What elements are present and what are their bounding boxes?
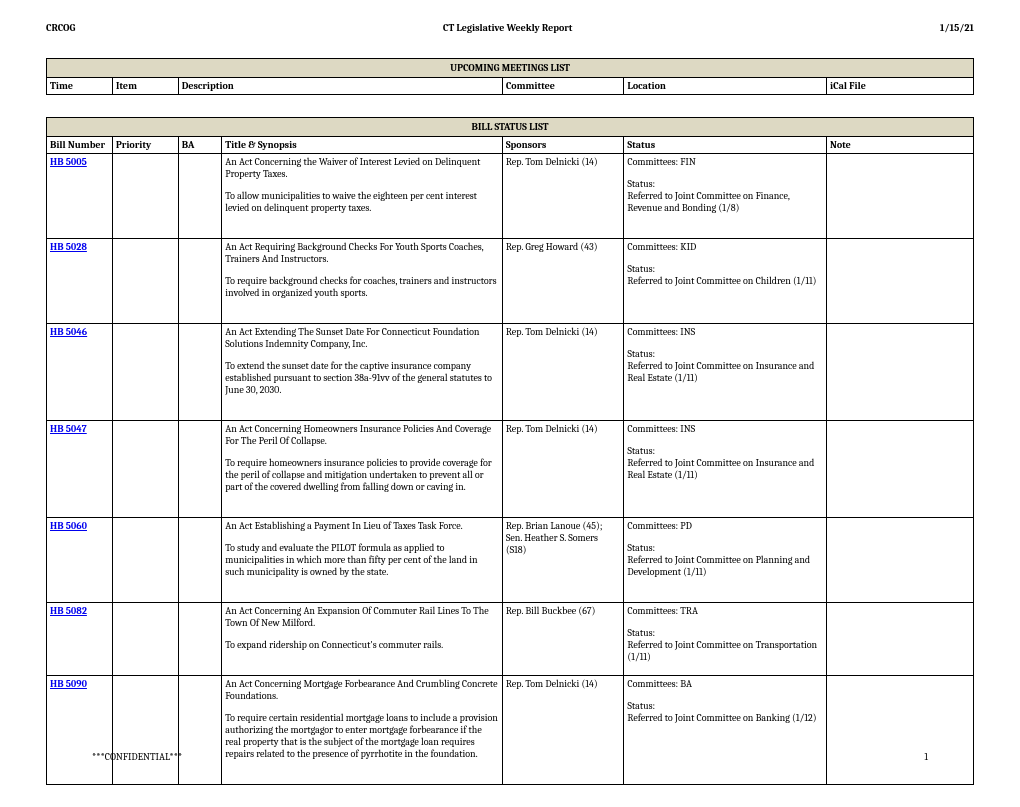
bill-number-link[interactable]: HB 5060 [50, 520, 87, 532]
bills-column-header: Status [624, 137, 827, 154]
report-footer: ***CONFIDENTIAL*** 1 [92, 751, 928, 763]
ba-cell [178, 154, 222, 239]
note-cell [826, 239, 973, 324]
meetings-column-header: Description [178, 78, 502, 95]
priority-cell [112, 676, 178, 785]
footer-left: ***CONFIDENTIAL*** [92, 751, 182, 763]
header-right: 1/15/21 [940, 22, 974, 34]
header-left: CRCOG [46, 22, 75, 34]
header-center: CT Legislative Weekly Report [443, 22, 573, 34]
footer-right: 1 [924, 751, 928, 763]
table-row: HB 5047 An Act Concerning Homeowners Insu… [47, 421, 974, 518]
bills-column-header: Bill Number [47, 137, 113, 154]
table-row: HB 5060 An Act Establishing a Payment In … [47, 518, 974, 603]
bills-column-header: Sponsors [502, 137, 624, 154]
note-cell [826, 676, 973, 785]
priority-cell [112, 154, 178, 239]
ba-cell [178, 421, 222, 518]
bill-number-link[interactable]: HB 5046 [50, 326, 87, 338]
sponsors-cell: Rep. Bill Buckbee (67) [502, 603, 624, 676]
sponsors-cell: Rep. Tom Delnicki (14) [502, 324, 624, 421]
priority-cell [112, 603, 178, 676]
title-synopsis-cell: An Act Concerning Homeowners Insurance P… [222, 421, 503, 518]
table-row: HB 5028 An Act Requiring Background Check… [47, 239, 974, 324]
upcoming-meetings-title: UPCOMING MEETINGS LIST [47, 59, 974, 78]
sponsors-cell: Rep. Greg Howard (43) [502, 239, 624, 324]
priority-cell [112, 239, 178, 324]
ba-cell [178, 324, 222, 421]
bills-column-header: Note [826, 137, 973, 154]
status-cell: Committees: KIDStatus: Referred to Joint… [624, 239, 827, 324]
meetings-column-header: Committee [502, 78, 624, 95]
bills-column-header: Title & Synopsis [222, 137, 503, 154]
ba-cell [178, 676, 222, 785]
meetings-column-header: iCal File [827, 78, 974, 95]
bill-number-link[interactable]: HB 5047 [50, 423, 87, 435]
bill-number-link[interactable]: HB 5028 [50, 241, 87, 253]
note-cell [826, 518, 973, 603]
note-cell [826, 421, 973, 518]
ba-cell [178, 603, 222, 676]
bill-status-table: BILL STATUS LIST Bill NumberPriorityBATi… [46, 117, 974, 785]
title-synopsis-cell: An Act Extending The Sunset Date For Con… [222, 324, 503, 421]
note-cell [826, 324, 973, 421]
priority-cell [112, 324, 178, 421]
sponsors-cell: Rep. Tom Delnicki (14) [502, 421, 624, 518]
bill-number-link[interactable]: HB 5005 [50, 156, 87, 168]
upcoming-meetings-table: UPCOMING MEETINGS LIST TimeItemDescripti… [46, 58, 974, 95]
table-row: HB 5005 An Act Concerning the Waiver of I… [47, 154, 974, 239]
title-synopsis-cell: An Act Concerning An Expansion Of Commut… [222, 603, 503, 676]
status-cell: Committees: INSStatus: Referred to Joint… [624, 421, 827, 518]
bills-column-header: BA [178, 137, 222, 154]
sponsors-cell: Rep. Brian Lanoue (45); Sen. Heather S. … [502, 518, 624, 603]
note-cell [826, 603, 973, 676]
title-synopsis-cell: An Act Requiring Background Checks For Y… [222, 239, 503, 324]
bills-column-header: Priority [112, 137, 178, 154]
ba-cell [178, 518, 222, 603]
table-row: HB 5090 An Act Concerning Mortgage Forbea… [47, 676, 974, 785]
bill-number-link[interactable]: HB 5090 [50, 678, 87, 690]
note-cell [826, 154, 973, 239]
table-row: HB 5082 An Act Concerning An Expansion Of… [47, 603, 974, 676]
meetings-header-row: TimeItemDescriptionCommitteeLocationiCal… [47, 78, 974, 95]
sponsors-cell: Rep. Tom Delnicki (14) [502, 676, 624, 785]
title-synopsis-cell: An Act Establishing a Payment In Lieu of… [222, 518, 503, 603]
priority-cell [112, 518, 178, 603]
bill-number-link[interactable]: HB 5082 [50, 605, 87, 617]
meetings-column-header: Item [112, 78, 178, 95]
status-cell: Committees: INSStatus: Referred to Joint… [624, 324, 827, 421]
title-synopsis-cell: An Act Concerning the Waiver of Interest… [222, 154, 503, 239]
meetings-column-header: Location [624, 78, 827, 95]
table-row: HB 5046 An Act Extending The Sunset Date … [47, 324, 974, 421]
title-synopsis-cell: An Act Concerning Mortgage Forbearance A… [222, 676, 503, 785]
status-cell: Committees: PDStatus: Referred to Joint … [624, 518, 827, 603]
bill-status-title: BILL STATUS LIST [47, 118, 974, 137]
status-cell: Committees: FINStatus: Referred to Joint… [624, 154, 827, 239]
meetings-column-header: Time [47, 78, 113, 95]
bills-header-row: Bill NumberPriorityBATitle & SynopsisSpo… [47, 137, 974, 154]
status-cell: Committees: TRAStatus: Referred to Joint… [624, 603, 827, 676]
priority-cell [112, 421, 178, 518]
sponsors-cell: Rep. Tom Delnicki (14) [502, 154, 624, 239]
report-header: CRCOG CT Legislative Weekly Report 1/15/… [46, 22, 974, 34]
ba-cell [178, 239, 222, 324]
status-cell: Committees: BAStatus: Referred to Joint … [624, 676, 827, 785]
